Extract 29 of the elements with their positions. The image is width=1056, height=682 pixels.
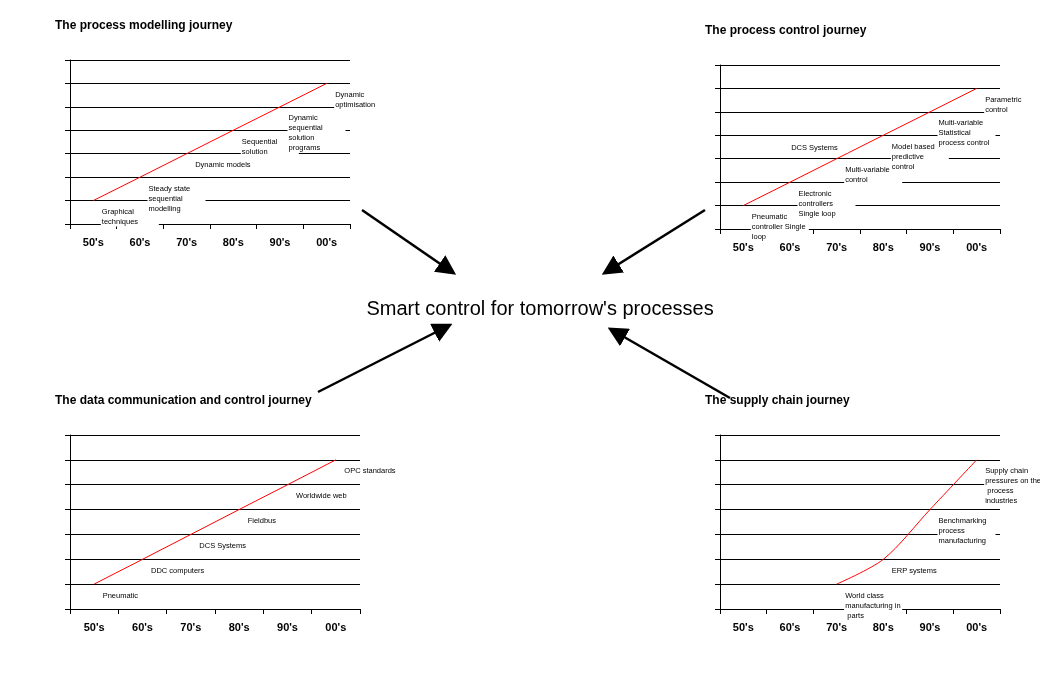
chart-title: The process modelling journey <box>55 18 233 32</box>
chart-title: The data communication and control journey <box>55 393 313 407</box>
x-tick-label: 60's <box>779 240 801 253</box>
x-tick-label: 90's <box>919 620 941 633</box>
x-tick-label: 50's <box>83 620 105 633</box>
x-tick-label: 60's <box>132 620 153 633</box>
chart-title: The supply chain journey <box>705 393 851 407</box>
x-tick-label: 70's <box>176 235 198 248</box>
x-tick-label: 00's <box>966 240 988 253</box>
x-tick-label: 80's <box>872 620 894 633</box>
x-tick-label: 50's <box>82 235 104 248</box>
x-tick-label: 00's <box>316 235 338 248</box>
x-tick-label: 60's <box>779 620 801 633</box>
x-tick-label: 50's <box>732 240 754 253</box>
x-tick-label: 90's <box>277 620 298 633</box>
x-tick-label: 80's <box>872 240 894 253</box>
x-tick-label: 90's <box>919 240 941 253</box>
x-tick-label: 00's <box>325 620 347 633</box>
x-tick-label: 80's <box>222 235 244 248</box>
x-tick-label: 90's <box>269 235 291 248</box>
chart-title: The process control journey <box>705 23 867 37</box>
text: Smart control for tomorrow's processes <box>366 297 714 319</box>
x-tick-label: 60's <box>129 235 151 248</box>
x-tick-label: 80's <box>228 620 250 633</box>
x-tick-label: 50's <box>732 620 754 633</box>
x-tick-label: 00's <box>966 620 988 633</box>
x-tick-label: 70's <box>180 620 202 633</box>
x-tick-label: 70's <box>826 240 848 253</box>
x-tick-label: 70's <box>826 620 848 633</box>
